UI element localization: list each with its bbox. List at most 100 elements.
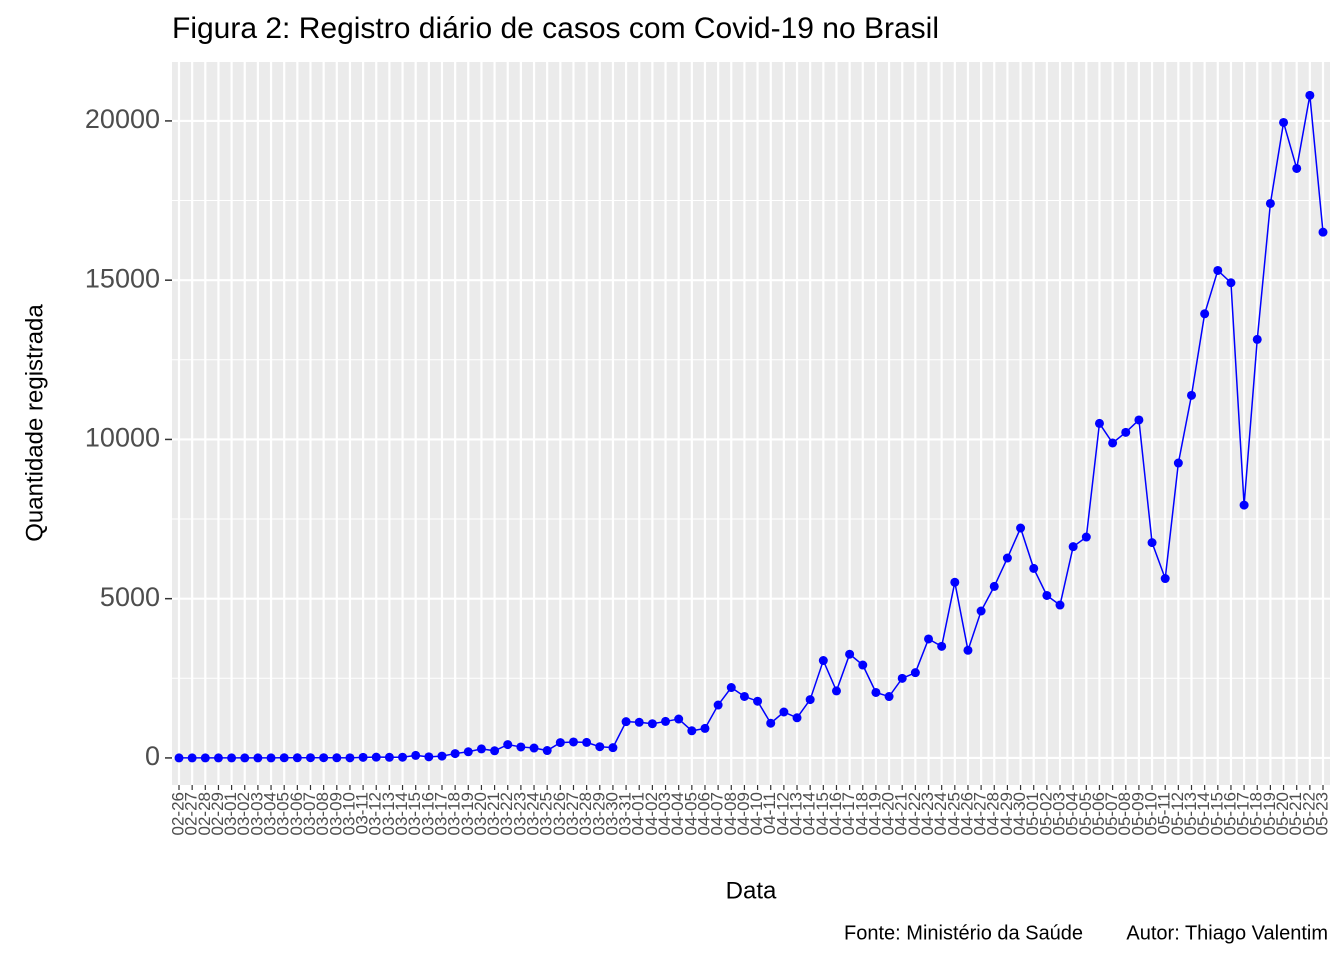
data-point (753, 696, 763, 706)
x-tick-label: 03-03 (247, 792, 266, 835)
x-tick-label: 03-21 (484, 792, 503, 835)
x-tick-label: 05-13 (1181, 792, 1200, 835)
data-point (358, 752, 368, 762)
x-tick-label: 04-04 (668, 792, 687, 835)
data-point (897, 673, 907, 683)
x-tick-label: 05-02 (1036, 792, 1055, 835)
x-tick-label: 03-07 (300, 792, 319, 835)
y-tick-label: 0 (145, 741, 160, 771)
x-tick-label: 02-28 (195, 792, 214, 835)
data-point (398, 752, 408, 762)
data-point (779, 707, 789, 717)
x-tick-label: 03-09 (326, 792, 345, 835)
y-axis-title: Quantidade registrada (21, 304, 48, 542)
chart-title: Figura 2: Registro diário de casos com C… (172, 12, 939, 45)
data-point (700, 723, 710, 733)
x-tick-label: 04-14 (800, 792, 819, 835)
data-point (371, 752, 381, 762)
x-tick-label: 05-16 (1220, 792, 1239, 835)
data-point (634, 717, 644, 727)
data-point (1094, 418, 1104, 428)
x-tick-label: 03-26 (550, 792, 569, 835)
data-point (1187, 390, 1197, 400)
data-point (1002, 553, 1012, 563)
data-point (1121, 427, 1131, 437)
x-tick-label: 04-25 (944, 792, 963, 835)
data-point (713, 700, 723, 710)
x-tick-label: 03-18 (445, 792, 464, 835)
x-tick-label: 04-24 (931, 792, 950, 835)
x-tick-label: 03-17 (431, 792, 450, 835)
x-tick-label: 03-22 (497, 792, 516, 835)
data-point (1318, 227, 1328, 237)
x-tick-label: 03-04 (261, 792, 280, 835)
x-tick-label: 03-11 (353, 792, 372, 834)
data-point (924, 634, 934, 644)
data-point (213, 753, 223, 763)
data-point (253, 753, 263, 763)
data-point (1068, 542, 1078, 552)
data-point (871, 687, 881, 697)
data-point (884, 692, 894, 702)
x-tick-label: 03-29 (589, 792, 608, 835)
x-tick-label: 04-13 (787, 792, 806, 835)
x-tick-label: 04-15 (813, 792, 832, 835)
data-point (1016, 523, 1026, 533)
data-point (279, 753, 289, 763)
data-point (687, 726, 697, 736)
data-point (568, 737, 578, 747)
data-point (766, 718, 776, 728)
data-point (1292, 163, 1302, 173)
y-tick-label: 20000 (85, 104, 160, 134)
data-point (1173, 458, 1183, 468)
data-point (595, 742, 605, 752)
data-point (1305, 90, 1315, 100)
x-tick-label: 03-20 (471, 792, 490, 835)
x-tick-label: 04-22 (905, 792, 924, 835)
x-tick-label: 03-31 (616, 792, 635, 835)
data-point (792, 713, 802, 723)
x-tick-label: 05-17 (1234, 792, 1253, 835)
data-point (582, 737, 592, 747)
data-point (1042, 590, 1052, 600)
data-point (1200, 309, 1210, 319)
x-tick-label: 03-28 (576, 792, 595, 835)
data-point (187, 753, 197, 763)
x-tick-label: 05-04 (1063, 792, 1082, 835)
data-point (1108, 438, 1118, 448)
x-tick-label: 04-16 (826, 792, 845, 835)
x-tick-label: 05-15 (1207, 792, 1226, 835)
x-tick-label: 03-14 (392, 792, 411, 835)
x-tick-label: 03-06 (287, 792, 306, 835)
x-axis-title: Data (726, 877, 777, 904)
x-tick-label: 04-05 (681, 792, 700, 835)
x-tick-label: 04-11 (760, 792, 779, 834)
x-tick-label: 04-29 (997, 792, 1016, 835)
x-tick-label: 04-27 (971, 792, 990, 835)
x-tick-label: 05-21 (1286, 792, 1305, 835)
x-tick-label: 04-17 (839, 792, 858, 835)
data-point (411, 750, 421, 760)
data-point (305, 753, 315, 763)
data-point (476, 744, 486, 754)
x-tick-label: 04-08 (721, 792, 740, 835)
x-tick-label: 02-29 (208, 792, 227, 835)
data-point (384, 752, 394, 762)
data-point (1213, 265, 1223, 275)
x-tick-label: 05-18 (1247, 792, 1266, 835)
x-tick-label: 04-18 (852, 792, 871, 835)
x-tick-label: 03-08 (313, 792, 332, 835)
data-point (529, 743, 539, 753)
data-point (266, 753, 276, 763)
data-point (739, 691, 749, 701)
x-tick-label: 04-03 (655, 792, 674, 835)
x-tick-label: 04-23 (918, 792, 937, 835)
data-point (516, 742, 526, 752)
x-tick-label: 05-14 (1194, 792, 1213, 835)
y-tick-label: 15000 (85, 263, 160, 293)
x-tick-label: 04-26 (957, 792, 976, 835)
x-tick-label: 04-12 (773, 792, 792, 835)
x-tick-label: 02-26 (168, 792, 187, 835)
x-tick-label: 05-05 (1076, 792, 1095, 835)
x-tick-label: 04-30 (1010, 792, 1029, 835)
